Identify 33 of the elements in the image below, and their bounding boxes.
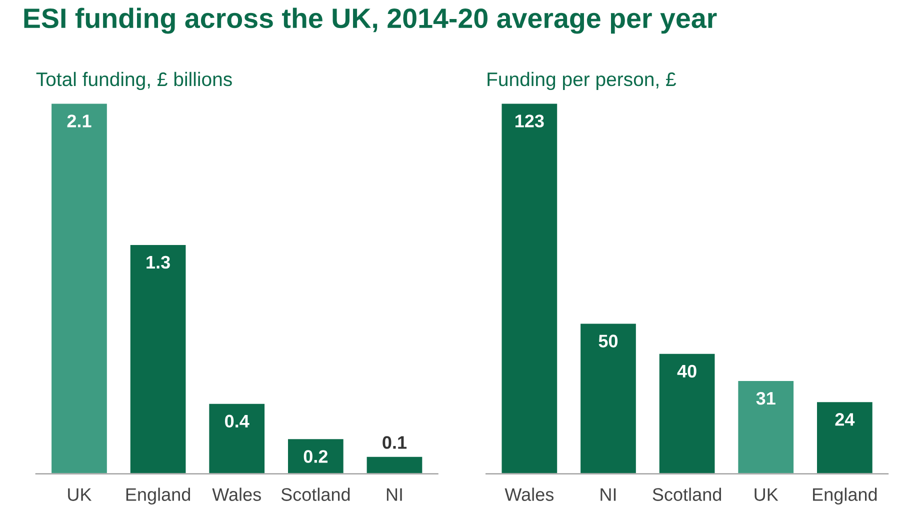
chart-title: ESI funding across the UK, 2014-20 average per year xyxy=(24,8,717,34)
data-label: 40 xyxy=(677,364,696,378)
bar xyxy=(579,322,638,474)
x-tick-label: NI xyxy=(386,488,402,501)
bar xyxy=(500,103,558,474)
x-tick-label: England xyxy=(126,488,190,505)
chart-subtitle: Total funding, £ billions xyxy=(36,72,232,90)
data-label: 1.3 xyxy=(146,256,170,269)
bar xyxy=(816,400,874,474)
x-tick-label: NI xyxy=(600,488,616,501)
x-tick-label: England xyxy=(813,488,877,505)
data-label: 0.1 xyxy=(382,436,407,449)
x-tick-label: UK xyxy=(68,488,92,501)
x-tick-label: Scotland xyxy=(652,488,722,501)
data-label: 2.1 xyxy=(67,114,92,128)
x-tick-label: Wales xyxy=(212,488,261,501)
bar xyxy=(658,352,716,474)
bar xyxy=(208,402,266,474)
x-tick-label: UK xyxy=(754,488,778,501)
data-label: 0.2 xyxy=(304,450,328,463)
data-label: 50 xyxy=(598,334,618,348)
bar xyxy=(50,103,108,474)
data-label: 24 xyxy=(835,413,855,426)
x-tick-label: Wales xyxy=(504,488,554,501)
bar xyxy=(365,455,424,474)
data-label: 0.4 xyxy=(225,414,250,428)
bar xyxy=(736,380,795,474)
data-label: 123 xyxy=(515,114,544,128)
data-label: 31 xyxy=(756,392,776,405)
x-tick-label: Scotland xyxy=(281,488,350,501)
chart-subtitle: Funding per person, £ xyxy=(488,72,676,90)
bar xyxy=(128,244,188,474)
bar xyxy=(286,438,345,474)
